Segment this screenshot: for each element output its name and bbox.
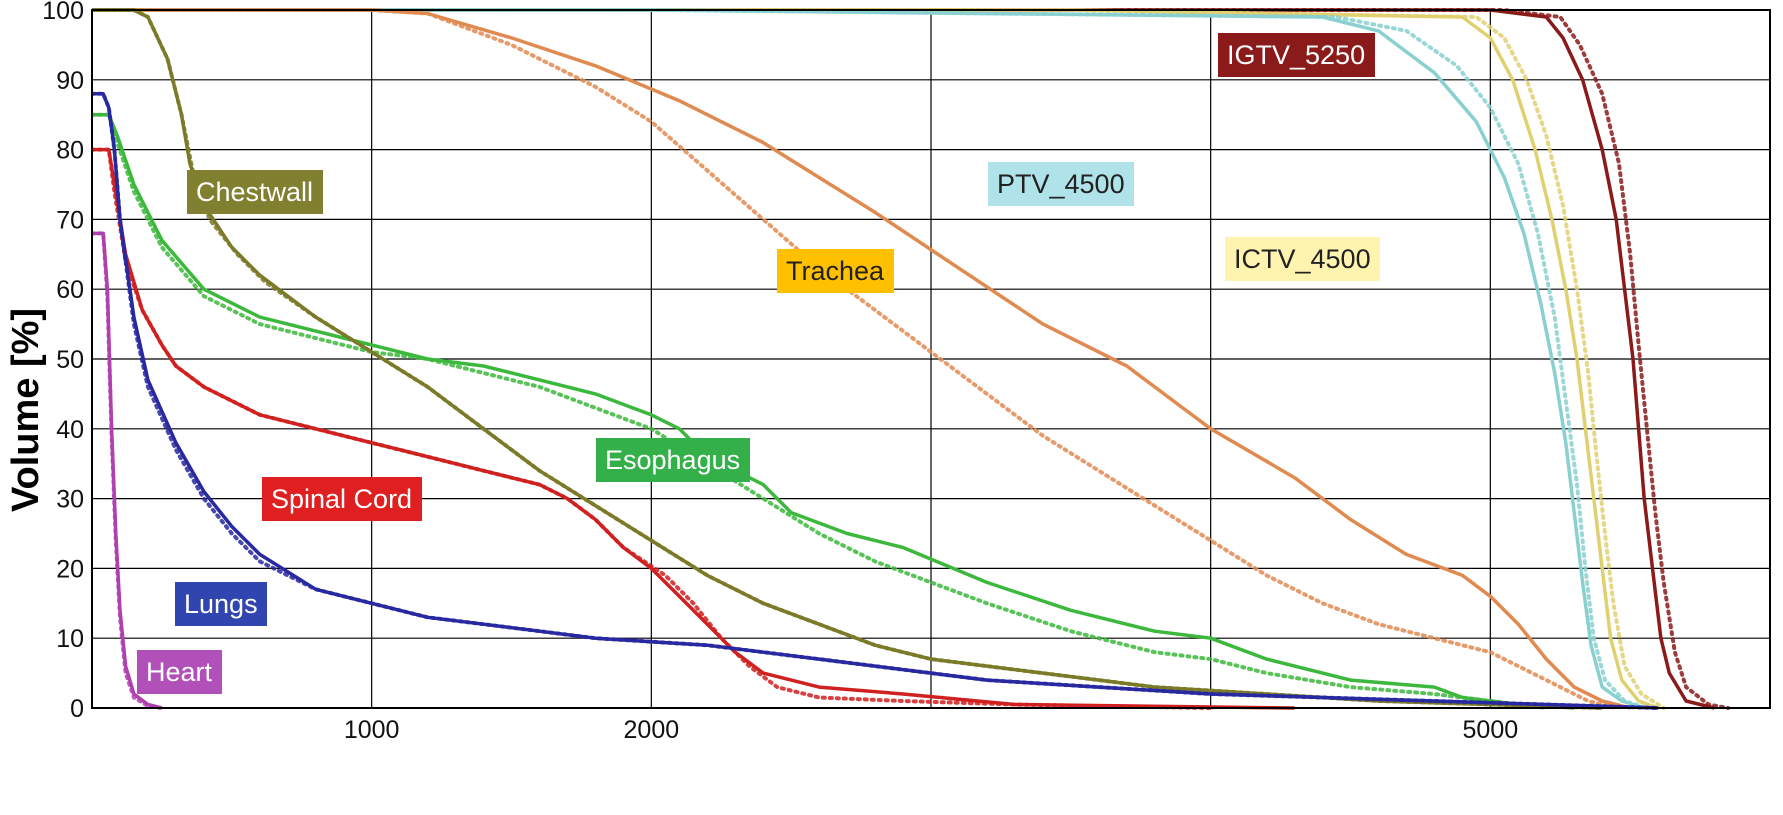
series-label-box (777, 249, 894, 293)
x-tick-label: 2000 (624, 716, 680, 744)
series-label-text: Esophagus (605, 445, 740, 475)
series-label-text: Heart (146, 657, 213, 687)
series-ictv-4500-line (92, 8, 1659, 710)
series-label-esophagus: Esophagus (596, 438, 750, 482)
series-igtv-5250-line (92, 8, 1715, 710)
series-label-chestwall: Chestwall (187, 170, 323, 214)
series-label-text: Chestwall (196, 177, 313, 207)
series-label-ptv-4500: PTV_4500 (988, 162, 1134, 206)
series-labels: IGTV_5250 ICTV_4500 PTV_4500 Trachea Esophag… (137, 33, 1380, 694)
x-tick-label: 1000 (344, 716, 400, 744)
series-trachea-dotted-line (92, 8, 1619, 710)
series-label-text: PTV_4500 (997, 169, 1125, 199)
y-tick-label: 90 (56, 67, 84, 95)
series-label-text: Trachea (786, 256, 885, 286)
series-label-text: IGTV_5250 (1227, 40, 1365, 70)
series-label-box (137, 650, 222, 694)
series-label-box (1218, 33, 1375, 77)
series-label-spinal-cord: Spinal Cord (262, 477, 422, 521)
series-chestwall-line (92, 8, 1603, 710)
series-label-heart: Heart (137, 650, 222, 694)
series-lines (92, 8, 1730, 710)
series-label-igtv-5250: IGTV_5250 (1218, 33, 1375, 77)
series-label-box (988, 162, 1134, 206)
series-label-text: ICTV_4500 (1234, 244, 1371, 274)
series-label-box (1225, 237, 1380, 281)
series-label-box (262, 477, 422, 521)
y-tick-label: 10 (56, 625, 84, 653)
series-label-ictv-4500: ICTV_4500 (1225, 237, 1380, 281)
y-tick-label: 20 (56, 555, 84, 583)
y-axis-title: Volume [%] (5, 308, 47, 512)
series-ptv-4500-line (92, 8, 1645, 710)
y-tick-labels: 0 10 20 30 40 50 60 70 80 90 100 (42, 0, 84, 723)
series-label-box (596, 438, 750, 482)
series-label-box (175, 582, 267, 626)
y-tick-label: 40 (56, 416, 84, 444)
series-label-text: Spinal Cord (271, 484, 412, 514)
series-lungs-line (92, 92, 1659, 710)
y-tick-label: 100 (42, 0, 84, 25)
series-label-text: Lungs (184, 589, 258, 619)
series-heart-line (92, 231, 163, 710)
y-tick-label: 30 (56, 486, 84, 514)
series-label-box (187, 170, 323, 214)
y-tick-label: 50 (56, 346, 84, 374)
y-tick-label: 80 (56, 137, 84, 165)
y-tick-label: 70 (56, 206, 84, 234)
series-ptv-4500-dotted-line (92, 8, 1649, 710)
series-label-trachea: Trachea (777, 249, 894, 293)
plot-frame (91, 9, 1771, 709)
series-trachea-line (92, 8, 1631, 710)
x-tick-label: 5000 (1463, 716, 1519, 744)
series-spinal-cord-line (92, 147, 1295, 710)
y-tick-label: 0 (70, 695, 84, 723)
x-tick-labels: 1000 2000 5000 (344, 716, 1518, 744)
series-label-lungs: Lungs (175, 582, 267, 626)
series-ictv-4500-dotted-line (92, 8, 1666, 710)
y-tick-label: 60 (56, 276, 84, 304)
